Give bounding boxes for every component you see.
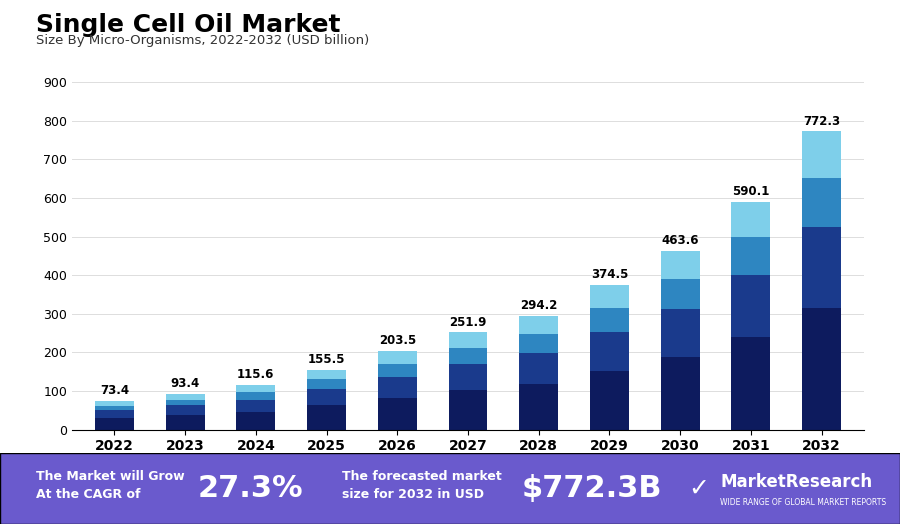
Bar xyxy=(661,357,699,430)
Text: 115.6: 115.6 xyxy=(238,368,274,381)
Bar xyxy=(95,406,134,410)
Bar xyxy=(802,178,841,227)
Text: Size By Micro-Organisms, 2022-2032 (USD billion): Size By Micro-Organisms, 2022-2032 (USD … xyxy=(36,34,369,47)
Bar xyxy=(519,384,558,430)
Bar xyxy=(378,398,417,430)
Bar xyxy=(590,308,629,332)
Bar xyxy=(166,394,204,400)
Bar xyxy=(519,353,558,384)
Bar xyxy=(95,410,134,418)
Text: MarketResearch: MarketResearch xyxy=(720,473,872,490)
Text: 27.3%: 27.3% xyxy=(198,474,303,503)
Text: The forecasted market
size for 2032 in USD: The forecasted market size for 2032 in U… xyxy=(342,470,502,500)
Bar xyxy=(661,309,699,357)
Text: Single Cell Oil Market: Single Cell Oil Market xyxy=(36,13,340,37)
Text: 590.1: 590.1 xyxy=(733,185,770,198)
Bar xyxy=(237,385,275,392)
Text: 772.3: 772.3 xyxy=(803,115,840,128)
Text: 203.5: 203.5 xyxy=(379,334,416,347)
Bar xyxy=(166,415,204,430)
Text: 155.5: 155.5 xyxy=(308,353,346,366)
Bar xyxy=(802,227,841,309)
Bar xyxy=(448,390,488,430)
Bar xyxy=(732,275,770,337)
Text: ✓: ✓ xyxy=(688,477,709,500)
Text: 374.5: 374.5 xyxy=(590,268,628,281)
Bar xyxy=(590,371,629,430)
Text: The Market will Grow
At the CAGR of: The Market will Grow At the CAGR of xyxy=(36,470,184,500)
Text: 251.9: 251.9 xyxy=(449,315,487,329)
FancyBboxPatch shape xyxy=(0,453,900,524)
Bar xyxy=(166,406,204,415)
Text: WIDE RANGE OF GLOBAL MARKET REPORTS: WIDE RANGE OF GLOBAL MARKET REPORTS xyxy=(720,498,886,507)
Bar xyxy=(166,400,204,406)
Bar xyxy=(95,401,134,406)
Bar xyxy=(237,400,275,411)
Bar xyxy=(307,379,346,389)
Text: $772.3B: $772.3B xyxy=(522,474,662,503)
Bar xyxy=(732,337,770,430)
Bar xyxy=(307,406,346,430)
Bar xyxy=(378,377,417,398)
Bar xyxy=(237,411,275,430)
Bar xyxy=(237,392,275,400)
Bar xyxy=(519,334,558,353)
Bar xyxy=(378,351,417,364)
Bar xyxy=(661,279,699,309)
Text: 463.6: 463.6 xyxy=(662,234,699,247)
Bar xyxy=(307,389,346,406)
Text: 93.4: 93.4 xyxy=(170,377,200,390)
Bar xyxy=(590,285,629,308)
Bar xyxy=(378,364,417,377)
Bar xyxy=(590,332,629,371)
Bar xyxy=(661,250,699,279)
Bar xyxy=(519,316,558,334)
Bar xyxy=(732,202,770,237)
Bar xyxy=(307,369,346,379)
Bar xyxy=(802,309,841,430)
Bar xyxy=(448,348,488,364)
Bar xyxy=(448,364,488,390)
Bar xyxy=(448,332,488,348)
Text: 73.4: 73.4 xyxy=(100,385,129,398)
Bar xyxy=(732,237,770,275)
Text: 294.2: 294.2 xyxy=(520,299,557,312)
Bar xyxy=(802,132,841,178)
Bar xyxy=(95,418,134,430)
